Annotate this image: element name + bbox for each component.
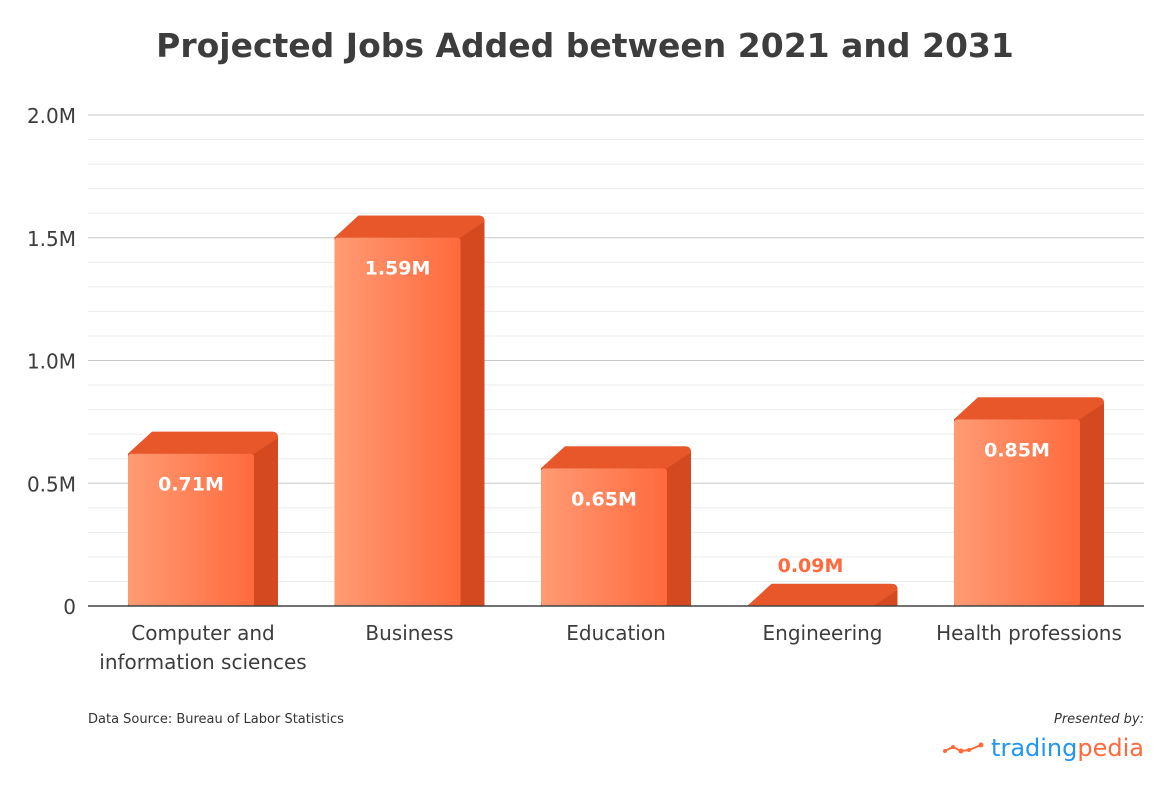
data-label: 0.65M (571, 488, 637, 510)
x-tick-label: Computer and (131, 621, 274, 645)
y-tick-label: 1.0M (27, 350, 76, 374)
logo-text-trading: trading (991, 734, 1078, 762)
presented-by: Presented by: (1054, 712, 1144, 727)
bar (541, 468, 667, 606)
bar-top (541, 446, 691, 469)
bar (128, 453, 254, 606)
bar-top (128, 431, 278, 454)
tradingpedia-logo: tradingpedia (943, 734, 1144, 762)
chart-line-icon (943, 742, 984, 754)
bar-top (334, 215, 485, 238)
x-tick-label: Health professions (936, 621, 1122, 645)
bar-top (747, 583, 898, 606)
data-source: Data Source: Bureau of Labor Statistics (88, 712, 344, 727)
data-label: 0.71M (158, 474, 224, 496)
bar (954, 419, 1080, 606)
y-tick-label: 2.0M (27, 104, 76, 128)
data-label: 0.85M (984, 439, 1050, 461)
chart-title: Projected Jobs Added between 2021 and 20… (156, 26, 1014, 65)
bar-top (954, 397, 1104, 420)
data-label: 1.59M (365, 258, 431, 280)
y-tick-label: 0 (63, 595, 76, 619)
x-tick-label: Education (566, 621, 666, 645)
logo-text-pedia: pedia (1077, 734, 1144, 762)
bar (334, 237, 461, 606)
data-label: 0.09M (778, 555, 844, 577)
x-tick-label: Business (365, 621, 453, 645)
y-tick-label: 1.5M (27, 227, 76, 251)
y-tick-label: 0.5M (27, 472, 76, 496)
x-tick-label: Engineering (763, 621, 883, 645)
x-tick-label: information sciences (99, 650, 306, 674)
